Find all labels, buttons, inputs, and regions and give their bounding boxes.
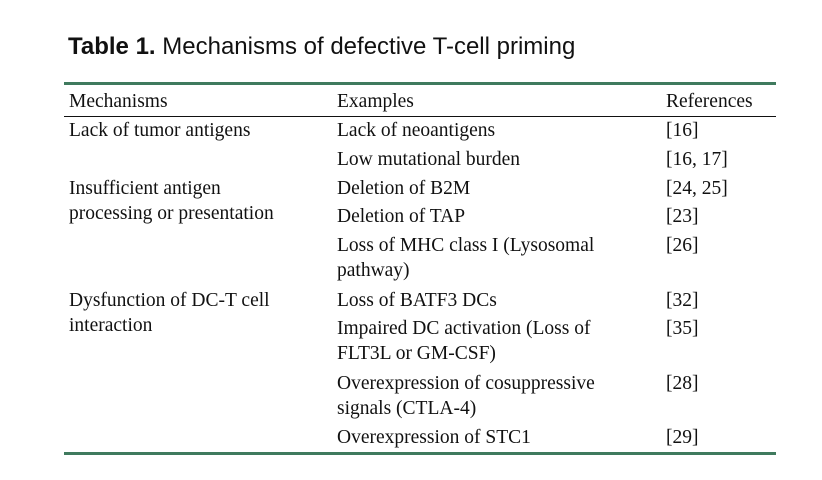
reference-0: [16] xyxy=(666,120,699,141)
reference-6: [35] xyxy=(666,318,699,339)
example-7-line-1: signals (CTLA-4) xyxy=(337,398,477,419)
header-rule xyxy=(64,116,776,117)
table-caption-title: Mechanisms of defective T-cell priming xyxy=(162,33,576,60)
example-7-line-0: Overexpression of cosuppressive xyxy=(337,373,595,394)
table-caption-label: Table 1. xyxy=(68,33,156,60)
example-6-line-0: Impaired DC activation (Loss of xyxy=(337,318,591,339)
reference-7: [28] xyxy=(666,373,699,394)
mechanism-2-line-0: Dysfunction of DC-T cell xyxy=(69,290,270,311)
example-0-line-0: Lack of neoantigens xyxy=(337,120,496,141)
example-4-line-0: Loss of MHC class I (Lysosomal xyxy=(337,235,595,256)
example-8-line-0: Overexpression of STC1 xyxy=(337,427,531,448)
mechanism-2-line-1: interaction xyxy=(69,315,153,336)
example-1-line-0: Low mutational burden xyxy=(337,149,521,170)
mechanism-1-line-1: processing or presentation xyxy=(69,203,274,224)
reference-2: [24, 25] xyxy=(666,178,728,199)
reference-4: [26] xyxy=(666,235,699,256)
reference-5: [32] xyxy=(666,290,699,311)
table-top-rule xyxy=(64,82,776,85)
reference-1: [16, 17] xyxy=(666,149,728,170)
example-5-line-0: Loss of BATF3 DCs xyxy=(337,290,497,311)
header-examples: Examples xyxy=(337,91,414,112)
table-caption: Table 1. Mechanisms of defective T-cell … xyxy=(68,33,575,61)
table-bottom-rule xyxy=(64,452,776,455)
reference-3: [23] xyxy=(666,206,699,227)
example-4-line-1: pathway) xyxy=(337,260,410,281)
header-mechanisms: Mechanisms xyxy=(69,91,168,112)
mechanism-1-line-0: Insufficient antigen xyxy=(69,178,221,199)
example-6-line-1: FLT3L or GM-CSF) xyxy=(337,343,496,364)
mechanism-0-line-0: Lack of tumor antigens xyxy=(69,120,251,141)
example-3-line-0: Deletion of TAP xyxy=(337,206,466,227)
reference-8: [29] xyxy=(666,427,699,448)
example-2-line-0: Deletion of B2M xyxy=(337,178,471,199)
header-references: References xyxy=(666,91,753,112)
